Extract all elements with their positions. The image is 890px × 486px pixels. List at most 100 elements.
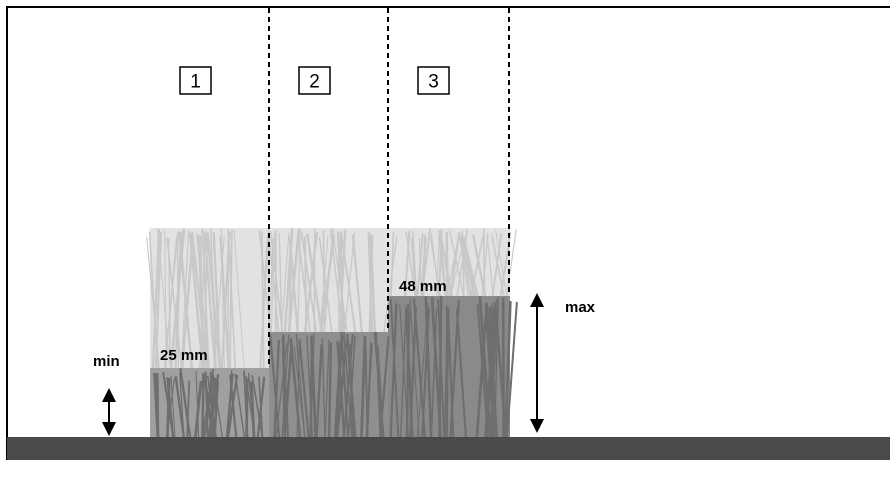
grass-blade-light bbox=[283, 228, 294, 333]
grass-blade-dark bbox=[345, 334, 357, 438]
grass-blade-dark bbox=[504, 301, 512, 438]
min-height-value-label: 25 mm bbox=[160, 347, 208, 364]
grass-blade-light bbox=[229, 229, 233, 369]
grass-blade-dark bbox=[296, 339, 301, 438]
grass-blade-dark bbox=[309, 333, 315, 438]
ground-bar bbox=[7, 437, 890, 460]
min-arrow-up-head bbox=[102, 388, 116, 402]
grass-blade-light bbox=[280, 232, 290, 333]
grass-blade-light bbox=[491, 235, 505, 297]
step-box-frame bbox=[298, 66, 331, 95]
grass-blade-light bbox=[297, 233, 301, 333]
grass-blade-light bbox=[448, 229, 465, 297]
grass-blade-dark bbox=[421, 307, 430, 438]
grass-blade-dark bbox=[186, 380, 191, 438]
grass-blade-dark bbox=[400, 306, 407, 438]
grass-blade-light bbox=[340, 231, 357, 333]
grass-blade-light bbox=[462, 237, 479, 297]
grass-blade-light bbox=[418, 237, 422, 297]
grass-blade-light bbox=[318, 237, 333, 333]
grass-blade-light bbox=[331, 228, 348, 333]
grass-blades bbox=[146, 227, 518, 438]
max-arrow-up-head bbox=[530, 293, 544, 307]
grass-blade-light bbox=[456, 229, 469, 297]
grass-blade-dark bbox=[166, 378, 171, 438]
step-number: 2 bbox=[309, 72, 320, 93]
grass-blade-light bbox=[313, 228, 316, 333]
grass-blade-dark bbox=[484, 306, 497, 438]
grass-blade-light bbox=[495, 229, 508, 297]
grass-blade-light bbox=[438, 229, 453, 297]
grass-blade-dark bbox=[389, 299, 400, 438]
grass-blade-dark bbox=[203, 375, 214, 438]
grass-blade-dark bbox=[340, 331, 350, 438]
grass-blade-dark bbox=[409, 306, 420, 438]
grass-blade-dark bbox=[443, 308, 449, 438]
grass-blade-dark bbox=[204, 371, 209, 438]
grass-blade-light bbox=[146, 236, 160, 369]
grass-blade-dark bbox=[174, 376, 185, 438]
grass-blade-light bbox=[390, 231, 395, 297]
step-number: 1 bbox=[190, 72, 201, 93]
min-height-arrow bbox=[102, 388, 116, 436]
grass-blade-dark bbox=[390, 300, 397, 438]
grass-blade-light bbox=[206, 232, 221, 369]
max-height-arrow bbox=[530, 293, 544, 433]
grass-blade-dark bbox=[194, 380, 203, 438]
grass-blade-dark bbox=[377, 345, 384, 438]
grass-blade-light bbox=[278, 232, 283, 333]
grass-blade-dark bbox=[201, 380, 205, 438]
grass-blade-light bbox=[296, 234, 311, 333]
grass-blade-light bbox=[460, 234, 476, 297]
grass-blade-dark bbox=[327, 342, 333, 438]
grass-blade-light bbox=[323, 230, 334, 333]
grass-blade-light bbox=[227, 234, 237, 369]
grass-blade-light bbox=[405, 231, 416, 297]
grass-blade-light bbox=[201, 228, 210, 369]
grass-blade-dark bbox=[506, 301, 518, 438]
grass-blade-dark bbox=[282, 336, 287, 438]
max-label: max bbox=[565, 299, 596, 316]
max-height-value-label: 48 mm bbox=[399, 278, 447, 295]
grass-blade-light bbox=[404, 230, 411, 297]
grass-blade-light bbox=[459, 236, 469, 297]
grass-blade-light bbox=[220, 228, 225, 369]
grass-blade-dark bbox=[208, 374, 220, 438]
grass-blade-light bbox=[233, 229, 245, 369]
grass-blade-dark bbox=[493, 302, 508, 438]
grass-blade-dark bbox=[212, 373, 223, 438]
grass-blade-dark bbox=[246, 378, 249, 438]
grass-blade-dark bbox=[306, 335, 314, 438]
grass-blade-light bbox=[151, 229, 161, 369]
grass-blade-dark bbox=[324, 339, 330, 438]
grass-blade-light bbox=[445, 237, 460, 297]
grass-blade-light bbox=[319, 234, 329, 333]
grass-blade-dark bbox=[275, 342, 288, 438]
grass-blade-light bbox=[180, 235, 195, 369]
grass-blade-dark bbox=[273, 339, 280, 438]
grass-blade-dark bbox=[269, 334, 281, 438]
grass-blade-light bbox=[437, 235, 448, 297]
grass-blade-light bbox=[166, 237, 183, 369]
grass-blade-dark bbox=[295, 333, 306, 438]
step-box-2: 2 bbox=[298, 66, 331, 95]
step-box-3: 3 bbox=[417, 66, 450, 95]
grass-blade-light bbox=[213, 236, 225, 369]
grass-blade-light bbox=[481, 235, 489, 297]
min-arrow-down-head bbox=[102, 422, 116, 436]
grass-blade-dark bbox=[342, 333, 354, 438]
grass-blade-light bbox=[367, 232, 374, 333]
grass-blade-dark bbox=[449, 299, 460, 438]
grass-blade-light bbox=[430, 233, 440, 297]
grass-blade-light bbox=[383, 235, 398, 333]
grass-blade-light bbox=[470, 235, 485, 297]
grass-blade-dark bbox=[234, 373, 245, 438]
grass-blade-light bbox=[450, 236, 466, 297]
grass-blade-light bbox=[421, 228, 431, 297]
grass-blade-dark bbox=[446, 307, 455, 438]
grass-blade-dark bbox=[245, 376, 248, 438]
grass-blade-dark bbox=[364, 345, 369, 438]
grass-blade-dark bbox=[206, 375, 217, 438]
grass-blade-dark bbox=[170, 375, 176, 438]
